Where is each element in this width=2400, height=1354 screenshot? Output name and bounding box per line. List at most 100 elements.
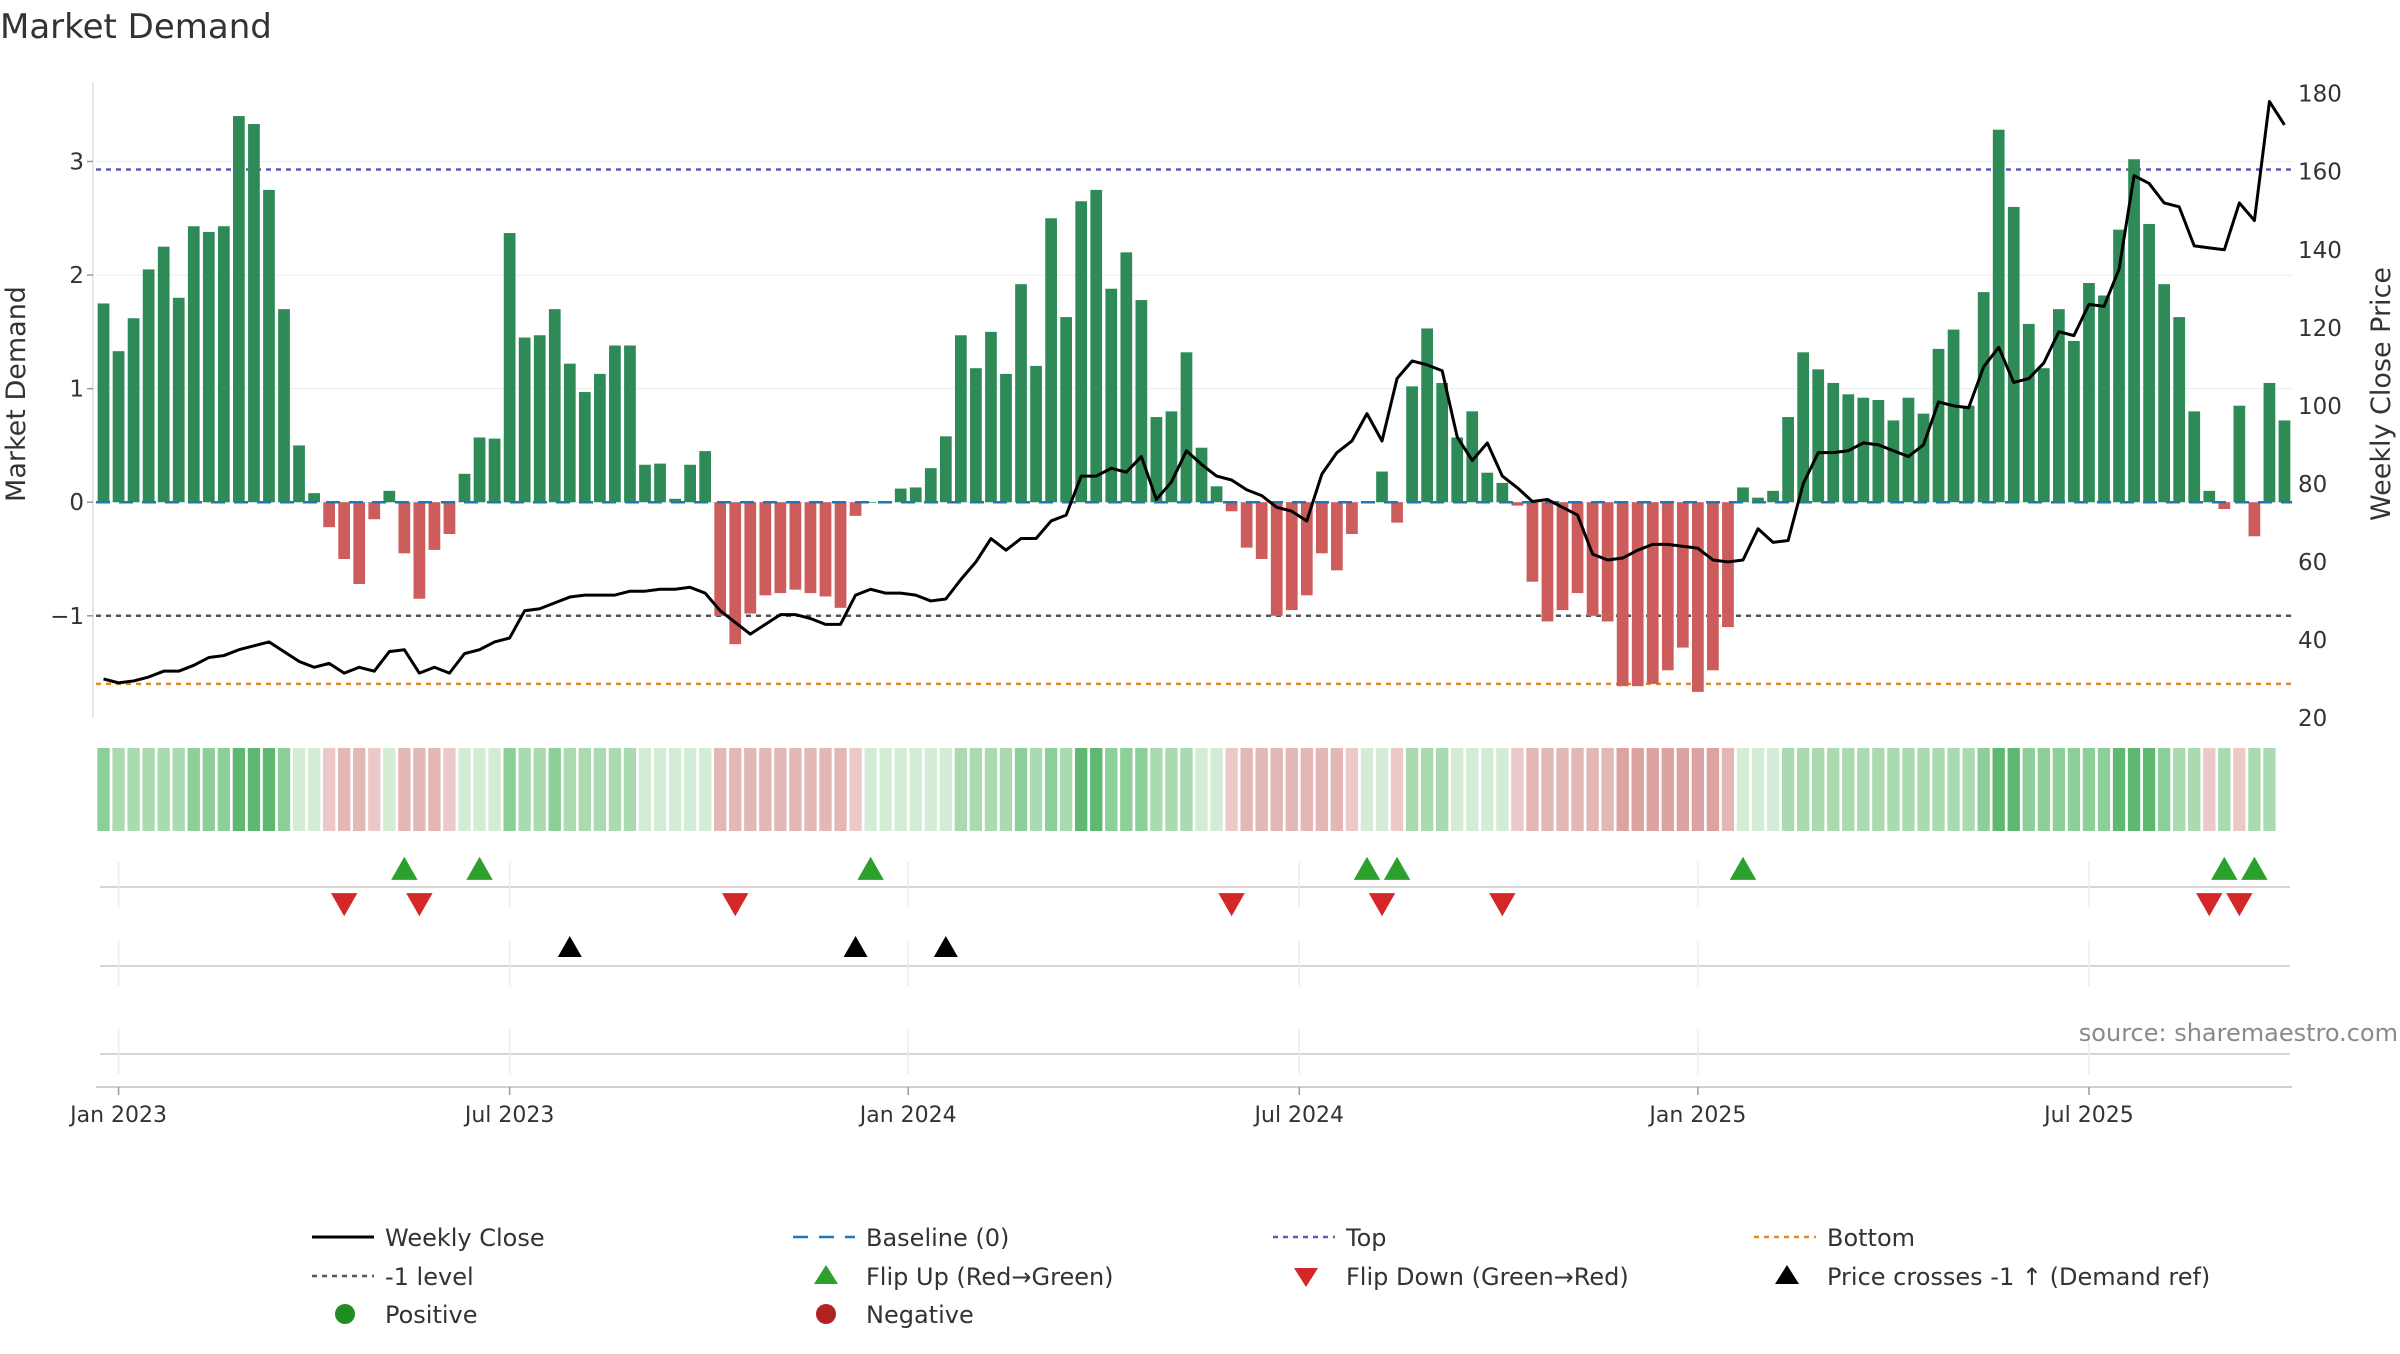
heat-cell-102 [1631,748,1644,831]
heat-cell-24 [458,748,471,831]
heat-cell-27 [503,748,516,831]
demand-bar-50 [849,502,862,516]
demand-bar-83 [1346,502,1358,535]
demand-bar-118 [1872,400,1885,503]
demand-bar-128 [2022,323,2035,503]
heat-cell-28 [518,748,531,831]
heat-cell-61 [1014,748,1028,831]
demand-bar-17 [353,502,366,584]
heat-cell-90 [1451,748,1464,831]
demand-bar-136 [2143,223,2155,503]
demand-bar-42 [729,502,742,645]
demand-bar-89 [1436,382,1449,503]
heat-cell-116 [1842,748,1855,831]
heat-cell-131 [2067,748,2081,831]
heat-cell-88 [1420,748,1434,831]
demand-bar-5 [172,297,185,503]
demand-bar-100 [1601,502,1614,622]
demand-bar-137 [2158,284,2171,503]
demand-bar-134 [2113,229,2125,503]
demand-bar-1 [112,351,125,503]
demand-bar-58 [970,368,982,503]
left-tick-label-0: −1 [50,604,84,630]
legend-price-cross-swatch [1775,1265,1799,1284]
heat-cell-74 [1210,748,1223,831]
heat-cell-143 [2248,748,2261,831]
demand-bar-97 [1556,502,1569,611]
heat-cell-40 [699,748,712,831]
heat-cell-122 [1932,748,1945,831]
demand-bar-123 [1947,329,1960,503]
flip-up-marker-4 [1383,856,1411,880]
demand-bars [97,116,2291,692]
demand-bar-39 [684,464,696,503]
demand-bar-87 [1406,386,1418,503]
demand-bar-125 [1977,292,1990,503]
demand-bar-107 [1707,502,1719,671]
legend-label-minus-one: -1 level [385,1263,474,1291]
demand-bar-120 [1902,397,1915,503]
demand-bar-90 [1451,437,1464,503]
demand-bar-80 [1300,502,1313,596]
demand-bar-65 [1075,201,1088,503]
heat-cell-42 [729,748,742,831]
demand-bar-25 [473,437,486,503]
right-tick-label-8: 180 [2298,82,2342,108]
right-tick-label-5: 120 [2298,316,2342,342]
demand-bar-68 [1120,252,1133,503]
right-tick-label-6: 140 [2298,238,2342,264]
heat-cell-133 [2097,748,2111,831]
heat-cell-34 [608,748,622,831]
heat-cell-67 [1105,748,1118,831]
heat-cell-135 [2127,748,2141,831]
demand-bar-113 [1797,352,1810,503]
heat-cell-26 [488,748,501,831]
demand-bar-55 [924,468,937,503]
heat-cell-79 [1285,748,1298,831]
heat-cell-115 [1827,748,1840,831]
heat-cell-112 [1781,748,1795,831]
legend-label-price-cross: Price crosses -1 ↑ (Demand ref) [1827,1263,2210,1291]
heat-cell-83 [1345,748,1359,831]
heat-cell-52 [879,748,892,831]
heat-cell-38 [668,748,682,831]
demand-bar-41 [714,502,727,616]
legend-positive-swatch [335,1304,355,1324]
demand-bar-37 [654,463,666,503]
demand-bar-101 [1616,502,1629,687]
heat-cell-137 [2157,748,2171,831]
demand-bar-35 [624,345,636,503]
demand-bar-141 [2218,502,2231,510]
demand-bar-143 [2248,502,2261,537]
demand-bar-71 [1165,411,1178,503]
heat-cell-109 [1736,748,1750,831]
heat-cell-97 [1556,748,1569,831]
demand-bar-119 [1887,420,1900,503]
demand-bar-29 [533,335,546,503]
heat-cell-21 [413,748,426,831]
right-tick-label-2: 60 [2298,550,2327,576]
heat-cell-134 [2112,748,2126,831]
heat-cell-128 [2022,748,2035,831]
heat-cell-110 [1751,748,1765,831]
legend-label-bottom: Bottom [1827,1224,1915,1252]
heat-cell-3 [142,748,155,831]
demand-bar-140 [2203,490,2216,503]
right-tick-label-7: 160 [2298,160,2342,186]
x-tick-label-3: Jul 2024 [1253,1103,1345,1128]
demand-bar-56 [939,436,952,503]
demand-bar-15 [323,502,335,528]
demand-bar-110 [1752,497,1764,503]
heat-cell-54 [909,748,922,831]
demand-bar-45 [774,502,787,594]
heat-cell-35 [623,748,637,831]
heat-cell-105 [1676,748,1689,831]
heat-cell-15 [322,748,336,831]
heat-cell-47 [804,748,817,831]
demand-bar-103 [1646,502,1659,684]
demand-heat-strip [97,748,2276,831]
heat-cell-123 [1947,748,1960,831]
demand-bar-3 [142,269,155,503]
flip-up-marker-3 [1353,856,1381,880]
